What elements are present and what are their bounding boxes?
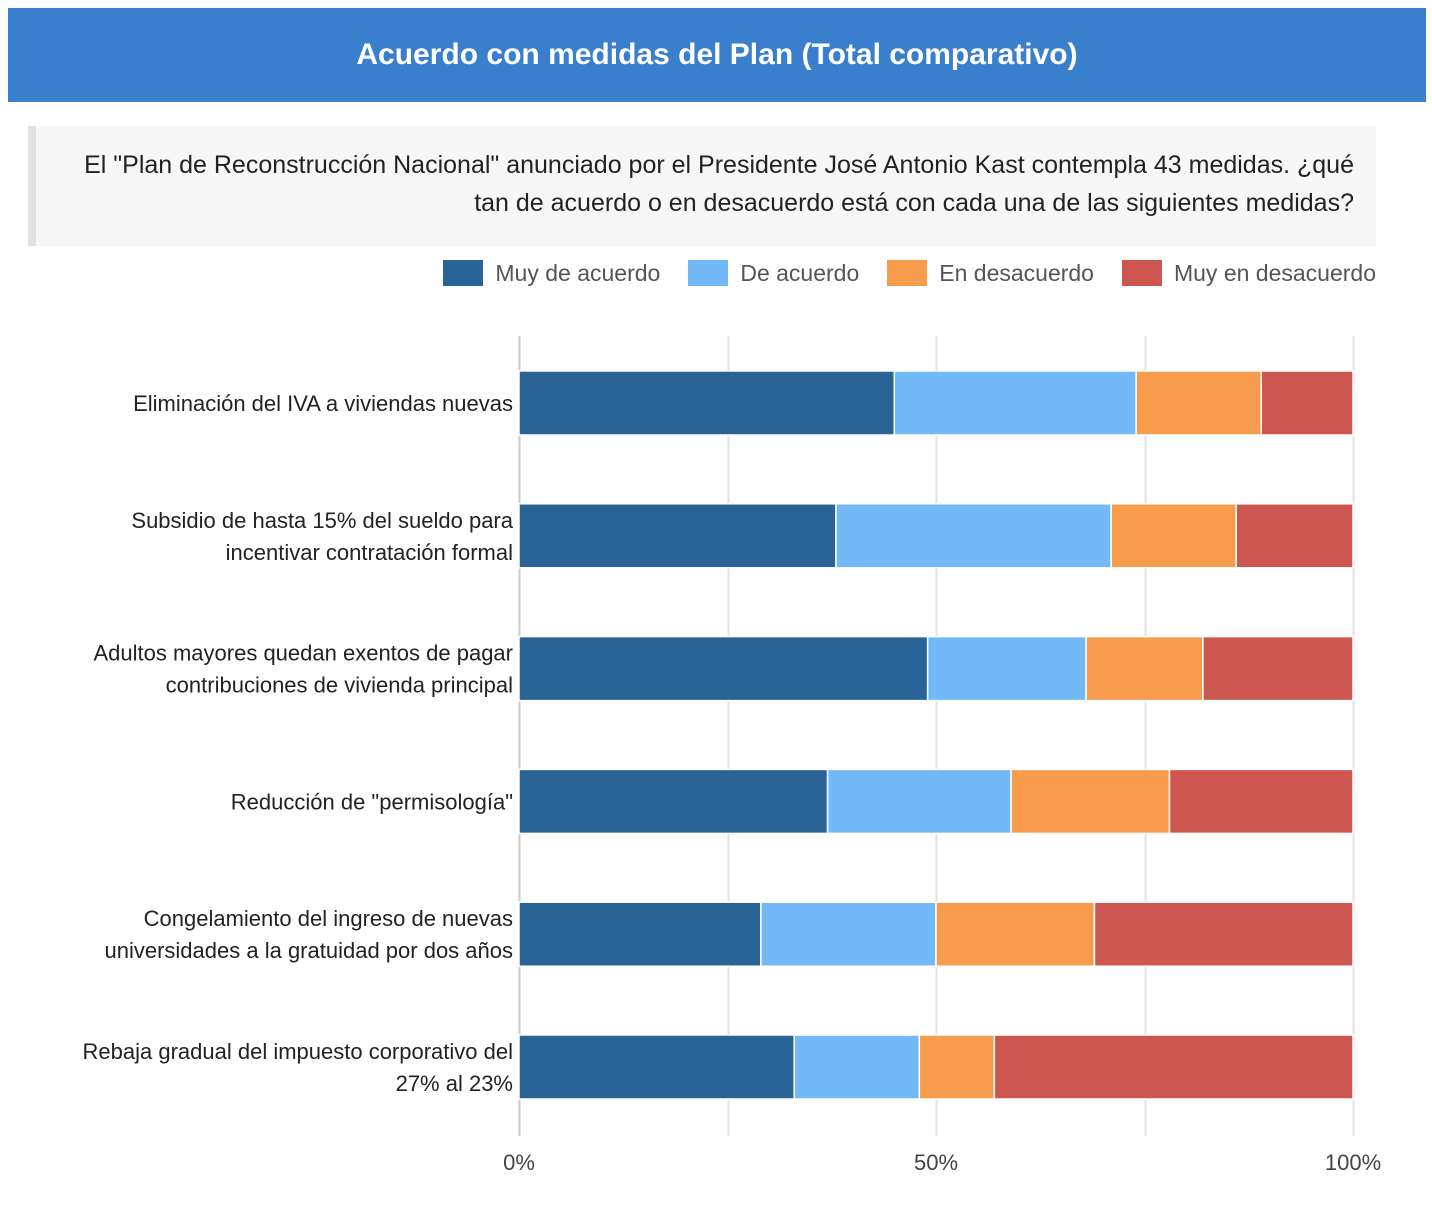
- bar-segment: [918, 1034, 996, 1100]
- legend-label: Muy de acuerdo: [495, 259, 661, 286]
- legend-item: De acuerdo: [688, 260, 859, 287]
- legend-swatch: [1121, 260, 1162, 286]
- legend-swatch: [887, 260, 928, 286]
- bar-segment: [1135, 370, 1263, 436]
- bar-segment: [1202, 635, 1354, 702]
- category-label: Congelamiento del ingreso de nuevas: [144, 906, 513, 931]
- category-label: universidades a la gratuidad por dos año…: [105, 938, 514, 963]
- chart-title: Acuerdo con medidas del Plan (Total comp…: [356, 38, 1078, 71]
- bar-segment: [518, 503, 837, 569]
- category-label: Subsidio de hasta 15% del sueldo para: [131, 508, 513, 533]
- bar-segment: [1085, 635, 1204, 702]
- bar-segment: [1093, 901, 1354, 967]
- legend-label: De acuerdo: [740, 259, 860, 286]
- legend-swatch: [443, 260, 484, 286]
- bar-segment: [835, 503, 1112, 569]
- category-label: Eliminación del IVA a viviendas nuevas: [133, 391, 513, 416]
- bar-segment: [1010, 768, 1171, 835]
- legend-swatch: [688, 260, 729, 286]
- bar-segment: [518, 1034, 795, 1100]
- bar-segment: [893, 370, 1137, 436]
- legend-item: En desacuerdo: [887, 260, 1094, 287]
- x-tick-label: 50%: [914, 1150, 958, 1175]
- chart-header: Acuerdo con medidas del Plan (Total comp…: [8, 8, 1426, 102]
- x-tick-label: 0%: [503, 1150, 535, 1175]
- legend-label: En desacuerdo: [939, 259, 1094, 286]
- bar-segment: [935, 901, 1096, 967]
- category-label: 27% al 23%: [396, 1071, 513, 1096]
- bar-segment: [1260, 370, 1354, 436]
- bar-segment: [926, 635, 1087, 702]
- category-label: Adultos mayores quedan exentos de pagar: [93, 641, 513, 666]
- bar-segment: [518, 768, 829, 835]
- category-label: incentivar contratación formal: [226, 540, 513, 565]
- bar-segment: [793, 1034, 921, 1100]
- category-label: Rebaja gradual del impuesto corporativo …: [83, 1039, 513, 1064]
- bar-segment: [1235, 503, 1354, 569]
- legend: Muy de acuerdo De acuerdo En desacuerdo Muy…: [443, 258, 1376, 288]
- category-label: contribuciones de vivienda principal: [166, 673, 513, 698]
- bar-segment: [1168, 768, 1354, 835]
- legend-label: Muy en desacuerdo: [1173, 259, 1376, 286]
- bar-segment: [993, 1034, 1354, 1100]
- bar-segment: [1110, 503, 1237, 569]
- x-tick-label: 100%: [1325, 1150, 1381, 1175]
- legend-item: Muy de acuerdo: [443, 260, 660, 287]
- legend-item: Muy en desacuerdo: [1121, 259, 1376, 287]
- bar-segment: [518, 635, 929, 702]
- bar-segment: [518, 901, 762, 967]
- question-text: El "Plan de Reconstrucción Nacional" anu…: [28, 126, 1376, 246]
- bar-segment: [760, 901, 937, 967]
- category-label: Reducción de "permisología": [231, 789, 513, 814]
- bar-segment: [826, 768, 1012, 835]
- bar-segment: [518, 370, 896, 436]
